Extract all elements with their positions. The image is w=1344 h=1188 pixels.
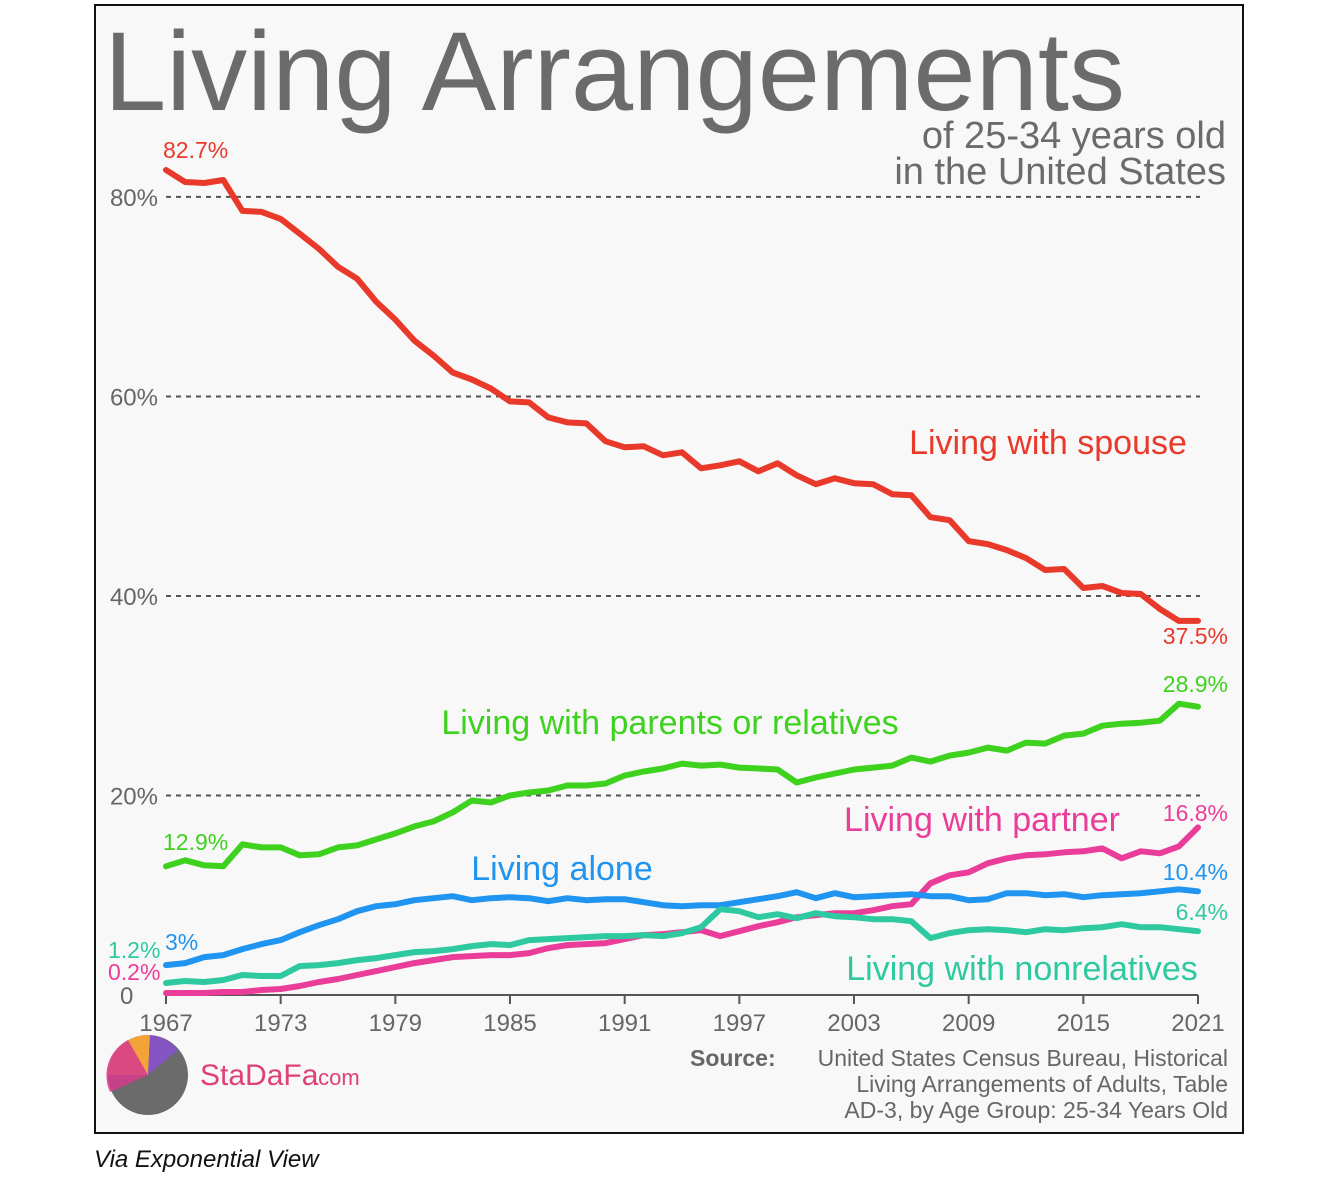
- start-label-partner: 0.2%: [108, 959, 160, 985]
- logo-wedge3-icon: [148, 1035, 178, 1075]
- x-tick-label: 1967: [139, 1010, 192, 1037]
- source-line1: United States Census Bureau, Historical: [818, 1045, 1228, 1071]
- series-line-alone: [163, 886, 1201, 969]
- x-tick-label: 1985: [483, 1010, 536, 1037]
- end-label-nonrelatives: 6.4%: [1176, 899, 1228, 925]
- y-tick-label: 40%: [110, 584, 158, 611]
- source-line2: Living Arrangements of Adults, Table: [856, 1071, 1228, 1097]
- x-tick-label: 2021: [1171, 1010, 1224, 1037]
- source-note: Source: United States Census Bureau, His…: [690, 1045, 1228, 1123]
- x-tick-label: 1991: [598, 1010, 651, 1037]
- series-lines: [163, 167, 1201, 996]
- x-tick-label: 2003: [827, 1010, 880, 1037]
- source-bold: Source:: [690, 1045, 776, 1071]
- end-label-partner: 16.8%: [1163, 800, 1228, 826]
- series-name-spouse: Living with spouse: [909, 424, 1187, 462]
- series-name-alone: Living alone: [471, 850, 652, 888]
- x-tick-label: 1979: [369, 1010, 422, 1037]
- y-tick-label: 0: [120, 983, 133, 1010]
- start-label-spouse: 82.7%: [163, 137, 228, 163]
- logo-wedge2-icon: [106, 1040, 148, 1092]
- y-axis-ticks: 0 20% 40% 60% 80%: [110, 185, 158, 1010]
- x-tick-label: 1997: [713, 1010, 766, 1037]
- stadafa-logo: StaDaFa .com: [106, 1034, 360, 1115]
- series-line-spouse: [163, 167, 1201, 624]
- start-label-alone: 3%: [165, 929, 198, 955]
- series-labels: Living with spouse 82.7% 37.5% Living with …: [108, 137, 1228, 988]
- source-line3: AD-3, by Age Group: 25-34 Years Old: [844, 1097, 1228, 1123]
- brand-suffix: .com: [312, 1065, 360, 1090]
- chart-subtitle-line2: in the United States: [894, 151, 1226, 193]
- y-tick-label: 60%: [110, 384, 158, 411]
- y-tick-label: 20%: [110, 783, 158, 810]
- caption: Via Exponential View: [94, 1146, 319, 1173]
- start-label-parents-relatives: 12.9%: [163, 829, 228, 855]
- series-name-parents-relatives: Living with parents or relatives: [441, 704, 898, 742]
- start-label-nonrelatives: 1.2%: [108, 937, 160, 963]
- x-axis: 1967 1973 1979 1985 1991 1997 2003 2009 2015 2021: [139, 994, 1225, 1037]
- brand-name: StaDaFa: [200, 1059, 319, 1092]
- gridlines: [166, 195, 1200, 797]
- x-tick-label: 2009: [942, 1010, 995, 1037]
- end-label-spouse: 37.5%: [1163, 623, 1228, 649]
- chart-title: Living Arrangements: [104, 9, 1125, 134]
- series-line-parents-relatives: [163, 700, 1201, 870]
- y-tick-label: 80%: [110, 185, 158, 212]
- end-label-parents-relatives: 28.9%: [1163, 671, 1228, 697]
- x-tick-label: 1973: [254, 1010, 307, 1037]
- end-label-alone: 10.4%: [1163, 859, 1228, 885]
- series-line-nonrelatives: [163, 906, 1201, 986]
- chart-subtitle-line1: of 25-34 years old: [922, 115, 1226, 157]
- series-name-partner: Living with partner: [844, 801, 1120, 839]
- series-name-nonrelatives: Living with nonrelatives: [846, 950, 1198, 988]
- x-tick-label: 2015: [1057, 1010, 1110, 1037]
